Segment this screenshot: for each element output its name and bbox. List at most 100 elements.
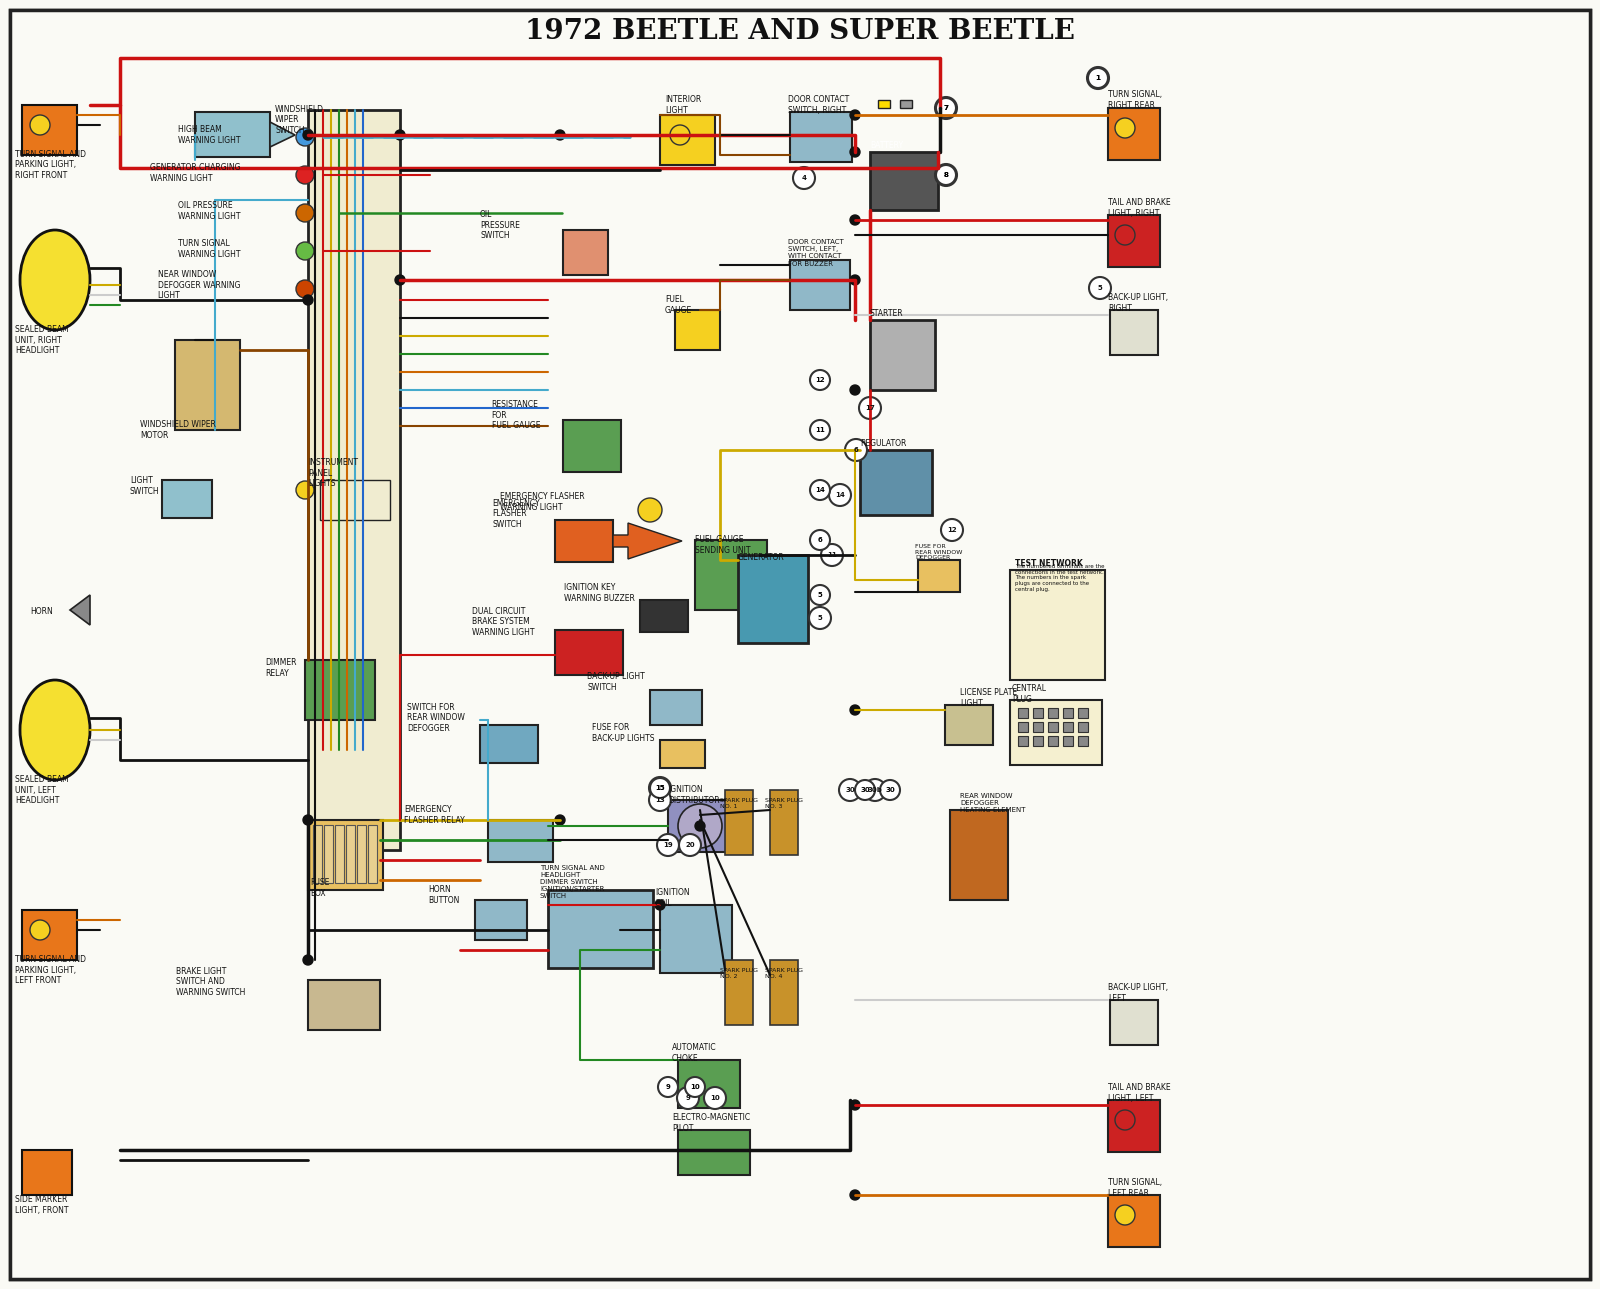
- Text: HIGH BEAM
WARNING LIGHT: HIGH BEAM WARNING LIGHT: [178, 125, 240, 144]
- Circle shape: [296, 204, 314, 222]
- Text: 14: 14: [835, 492, 845, 498]
- Text: HORN: HORN: [30, 607, 53, 616]
- Polygon shape: [270, 122, 294, 147]
- Bar: [1048, 708, 1058, 718]
- Bar: [678, 1060, 739, 1109]
- Circle shape: [658, 834, 678, 856]
- Bar: [195, 112, 270, 157]
- Bar: [1078, 722, 1088, 732]
- Bar: [878, 101, 890, 108]
- Circle shape: [296, 166, 314, 184]
- Bar: [563, 229, 608, 275]
- Text: EMERGENCY
FLASHER
SWITCH: EMERGENCY FLASHER SWITCH: [493, 499, 541, 528]
- Text: EMERGENCY FLASHER
WARNING LIGHT: EMERGENCY FLASHER WARNING LIGHT: [499, 492, 584, 512]
- Circle shape: [658, 1078, 678, 1097]
- Bar: [725, 960, 754, 1025]
- Circle shape: [1088, 68, 1107, 88]
- Bar: [790, 260, 850, 309]
- Circle shape: [670, 125, 690, 144]
- Bar: [1078, 736, 1088, 746]
- Circle shape: [296, 280, 314, 298]
- Text: 11: 11: [814, 427, 826, 433]
- Text: 14: 14: [814, 487, 826, 492]
- Bar: [1010, 700, 1102, 764]
- Bar: [725, 790, 754, 855]
- Bar: [488, 820, 554, 862]
- Bar: [1018, 722, 1027, 732]
- Text: TEST NETWORK: TEST NETWORK: [1014, 558, 1083, 567]
- Text: 9: 9: [685, 1094, 691, 1101]
- Text: 6: 6: [854, 447, 858, 452]
- Text: 9: 9: [666, 1084, 670, 1090]
- Text: 30b: 30b: [867, 788, 883, 793]
- Circle shape: [850, 1190, 861, 1200]
- Text: TURN SIGNAL
WARNING LIGHT: TURN SIGNAL WARNING LIGHT: [178, 240, 240, 259]
- Circle shape: [678, 834, 701, 856]
- Bar: [174, 340, 240, 431]
- Text: DOOR CONTACT
SWITCH, LEFT,
WITH CONTACT
FOR BUZZER: DOOR CONTACT SWITCH, LEFT, WITH CONTACT …: [787, 240, 843, 267]
- Circle shape: [864, 779, 886, 800]
- Bar: [346, 825, 355, 883]
- Bar: [1107, 1100, 1160, 1152]
- Bar: [1110, 309, 1158, 354]
- Text: WINDSHIELD
WIPER
SWITCH: WINDSHIELD WIPER SWITCH: [275, 106, 323, 135]
- Text: 15: 15: [654, 785, 666, 791]
- Text: IGNITION
DISTRIBUTOR: IGNITION DISTRIBUTOR: [669, 785, 720, 804]
- Circle shape: [555, 130, 565, 141]
- Text: LIGHT
SWITCH: LIGHT SWITCH: [130, 477, 160, 496]
- Circle shape: [810, 530, 830, 550]
- Circle shape: [850, 215, 861, 226]
- Text: BACK-UP LIGHT,
LEFT: BACK-UP LIGHT, LEFT: [1107, 984, 1168, 1003]
- Text: EMERGENCY
FLASHER RELAY: EMERGENCY FLASHER RELAY: [405, 806, 466, 825]
- Text: 1: 1: [1096, 75, 1101, 81]
- Text: DUAL CIRCUIT
BRAKE SYSTEM
WARNING LIGHT: DUAL CIRCUIT BRAKE SYSTEM WARNING LIGHT: [472, 607, 534, 637]
- Text: SPARK PLUG
NO. 3: SPARK PLUG NO. 3: [765, 798, 803, 808]
- Ellipse shape: [19, 681, 90, 780]
- Circle shape: [302, 130, 314, 141]
- Bar: [334, 825, 344, 883]
- Text: CENTRAL
PLUG: CENTRAL PLUG: [1013, 684, 1046, 704]
- Bar: [675, 309, 720, 351]
- Bar: [563, 420, 621, 472]
- Bar: [314, 825, 322, 883]
- Text: SPARK PLUG
NO. 4: SPARK PLUG NO. 4: [765, 968, 803, 978]
- Bar: [678, 1130, 750, 1176]
- Text: SIDE MARKER
LIGHT, FRONT: SIDE MARKER LIGHT, FRONT: [14, 1195, 69, 1214]
- Bar: [22, 1150, 72, 1195]
- Circle shape: [850, 1100, 861, 1110]
- Bar: [555, 630, 622, 675]
- Circle shape: [829, 483, 851, 507]
- Text: 30: 30: [845, 788, 854, 793]
- Text: 13: 13: [654, 797, 666, 803]
- Text: OIL
PRESSURE
SWITCH: OIL PRESSURE SWITCH: [480, 210, 520, 240]
- Text: BACK-UP LIGHT
SWITCH: BACK-UP LIGHT SWITCH: [587, 673, 645, 692]
- Circle shape: [936, 98, 957, 119]
- Text: TURN SIGNAL AND
HEADLIGHT
DIMMER SWITCH
IGNITION/STARTER
SWITCH: TURN SIGNAL AND HEADLIGHT DIMMER SWITCH …: [541, 865, 605, 898]
- Text: 30: 30: [885, 788, 894, 793]
- Bar: [307, 980, 381, 1030]
- Text: 1972 BEETLE AND SUPER BEETLE: 1972 BEETLE AND SUPER BEETLE: [525, 18, 1075, 45]
- Bar: [661, 905, 733, 973]
- Circle shape: [859, 397, 882, 419]
- Bar: [790, 112, 851, 162]
- Text: BRAKE LIGHT
SWITCH AND
WARNING SWITCH: BRAKE LIGHT SWITCH AND WARNING SWITCH: [176, 967, 245, 996]
- Text: ELECTRO-MAGNETIC
PILOT: ELECTRO-MAGNETIC PILOT: [672, 1114, 750, 1133]
- Bar: [1107, 215, 1160, 267]
- Circle shape: [677, 1087, 699, 1109]
- Text: FUSE FOR
REAR WINDOW
DEFOGGER: FUSE FOR REAR WINDOW DEFOGGER: [915, 544, 962, 561]
- Circle shape: [850, 110, 861, 120]
- Bar: [1010, 570, 1106, 681]
- Text: 10: 10: [690, 1084, 699, 1090]
- Text: 5: 5: [1098, 285, 1102, 291]
- Ellipse shape: [19, 229, 90, 330]
- Bar: [22, 910, 77, 960]
- Text: 8: 8: [944, 171, 949, 178]
- Circle shape: [934, 97, 957, 119]
- Circle shape: [30, 920, 50, 940]
- Text: The numbered terminals are the
connections in the test network.
The numbers in t: The numbered terminals are the connectio…: [1014, 563, 1104, 592]
- Bar: [1048, 736, 1058, 746]
- Text: BATTERY: BATTERY: [870, 141, 902, 150]
- Text: AUTOMATIC
CHOKE: AUTOMATIC CHOKE: [672, 1043, 717, 1062]
- Circle shape: [685, 1078, 706, 1097]
- Circle shape: [850, 705, 861, 715]
